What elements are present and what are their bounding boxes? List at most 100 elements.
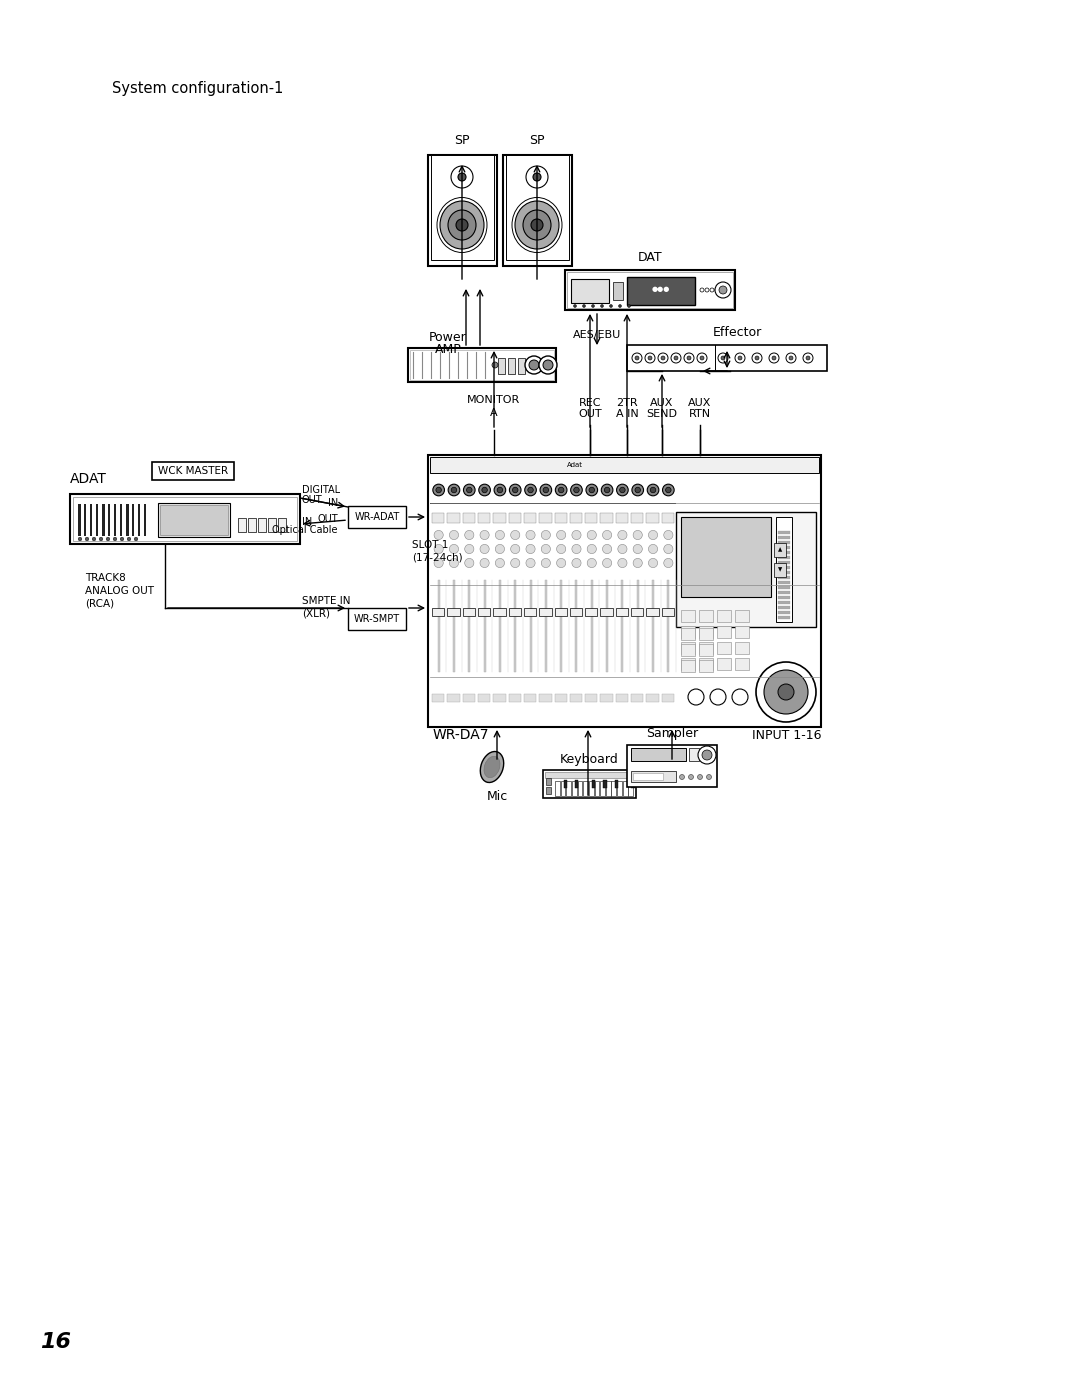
Ellipse shape bbox=[515, 201, 559, 249]
Circle shape bbox=[588, 559, 596, 567]
Circle shape bbox=[697, 353, 707, 363]
Bar bbox=[554, 608, 567, 616]
Circle shape bbox=[510, 485, 521, 496]
Bar bbox=[132, 504, 134, 536]
Bar bbox=[652, 580, 654, 672]
Bar bbox=[616, 513, 629, 522]
Text: A IN: A IN bbox=[616, 409, 638, 419]
Circle shape bbox=[715, 282, 731, 298]
Circle shape bbox=[467, 488, 472, 493]
Circle shape bbox=[806, 356, 810, 360]
Bar bbox=[70, 495, 300, 543]
Text: INPUT 1-16: INPUT 1-16 bbox=[752, 729, 821, 742]
Circle shape bbox=[541, 531, 551, 539]
Bar bbox=[631, 513, 644, 522]
Bar bbox=[502, 155, 571, 265]
Circle shape bbox=[602, 485, 613, 496]
Circle shape bbox=[658, 353, 669, 363]
Bar bbox=[631, 747, 686, 761]
Bar bbox=[699, 643, 713, 654]
Circle shape bbox=[572, 531, 581, 539]
Circle shape bbox=[120, 538, 124, 541]
Bar bbox=[735, 626, 750, 638]
Bar bbox=[509, 513, 521, 522]
Text: System configuration-1: System configuration-1 bbox=[112, 81, 283, 96]
Text: TRACK8: TRACK8 bbox=[85, 573, 125, 583]
Bar bbox=[447, 694, 460, 703]
Text: REC: REC bbox=[579, 398, 602, 408]
Bar bbox=[102, 504, 105, 536]
Circle shape bbox=[635, 488, 640, 493]
Circle shape bbox=[528, 488, 534, 493]
Circle shape bbox=[648, 531, 658, 539]
Bar bbox=[572, 781, 577, 796]
Circle shape bbox=[648, 356, 652, 360]
Circle shape bbox=[755, 356, 759, 360]
Circle shape bbox=[511, 545, 519, 553]
Bar bbox=[662, 513, 674, 522]
Circle shape bbox=[464, 545, 474, 553]
Bar bbox=[621, 580, 623, 672]
Circle shape bbox=[772, 356, 777, 360]
Circle shape bbox=[511, 531, 519, 539]
Circle shape bbox=[534, 173, 541, 182]
Bar bbox=[585, 694, 597, 703]
Bar bbox=[632, 781, 635, 788]
Circle shape bbox=[603, 545, 611, 553]
Ellipse shape bbox=[448, 210, 476, 240]
Text: AES/EBU: AES/EBU bbox=[572, 330, 621, 339]
Bar bbox=[509, 608, 521, 616]
Circle shape bbox=[464, 559, 474, 567]
Bar bbox=[717, 626, 731, 638]
Bar bbox=[613, 282, 623, 300]
Circle shape bbox=[664, 531, 673, 539]
Bar bbox=[592, 781, 595, 788]
Text: Sampler: Sampler bbox=[646, 726, 698, 740]
Bar bbox=[453, 580, 455, 672]
Bar bbox=[623, 781, 627, 796]
Circle shape bbox=[632, 485, 644, 496]
Bar bbox=[546, 787, 551, 793]
Circle shape bbox=[448, 485, 460, 496]
Text: ▲: ▲ bbox=[778, 548, 782, 552]
Bar bbox=[646, 608, 659, 616]
Text: WR-SMPT: WR-SMPT bbox=[354, 615, 400, 624]
Bar bbox=[543, 770, 636, 798]
Bar bbox=[777, 517, 792, 622]
Bar bbox=[604, 781, 607, 788]
Circle shape bbox=[662, 485, 674, 496]
Circle shape bbox=[705, 288, 708, 292]
Bar bbox=[735, 658, 750, 671]
Bar bbox=[499, 580, 501, 672]
Text: OUT: OUT bbox=[318, 514, 338, 524]
Bar bbox=[778, 606, 789, 609]
Circle shape bbox=[434, 559, 443, 567]
Bar bbox=[681, 659, 696, 672]
Bar bbox=[778, 541, 789, 543]
Bar bbox=[431, 155, 494, 260]
Circle shape bbox=[647, 485, 659, 496]
Circle shape bbox=[127, 538, 131, 541]
Circle shape bbox=[573, 488, 579, 493]
Circle shape bbox=[570, 485, 582, 496]
Circle shape bbox=[706, 774, 712, 780]
Circle shape bbox=[92, 538, 96, 541]
Bar bbox=[600, 781, 605, 796]
Text: MONITOR: MONITOR bbox=[468, 395, 521, 405]
Text: Adat: Adat bbox=[567, 462, 582, 468]
Circle shape bbox=[541, 559, 551, 567]
Bar bbox=[158, 503, 230, 536]
Bar bbox=[524, 608, 536, 616]
Circle shape bbox=[99, 538, 103, 541]
Circle shape bbox=[463, 485, 475, 496]
Bar bbox=[617, 781, 622, 796]
Bar bbox=[514, 580, 516, 672]
Circle shape bbox=[572, 559, 581, 567]
Circle shape bbox=[588, 531, 596, 539]
Circle shape bbox=[106, 538, 110, 541]
Bar bbox=[539, 608, 552, 616]
Bar bbox=[583, 781, 588, 796]
Bar bbox=[646, 513, 659, 522]
Circle shape bbox=[698, 774, 702, 780]
Bar bbox=[570, 513, 582, 522]
